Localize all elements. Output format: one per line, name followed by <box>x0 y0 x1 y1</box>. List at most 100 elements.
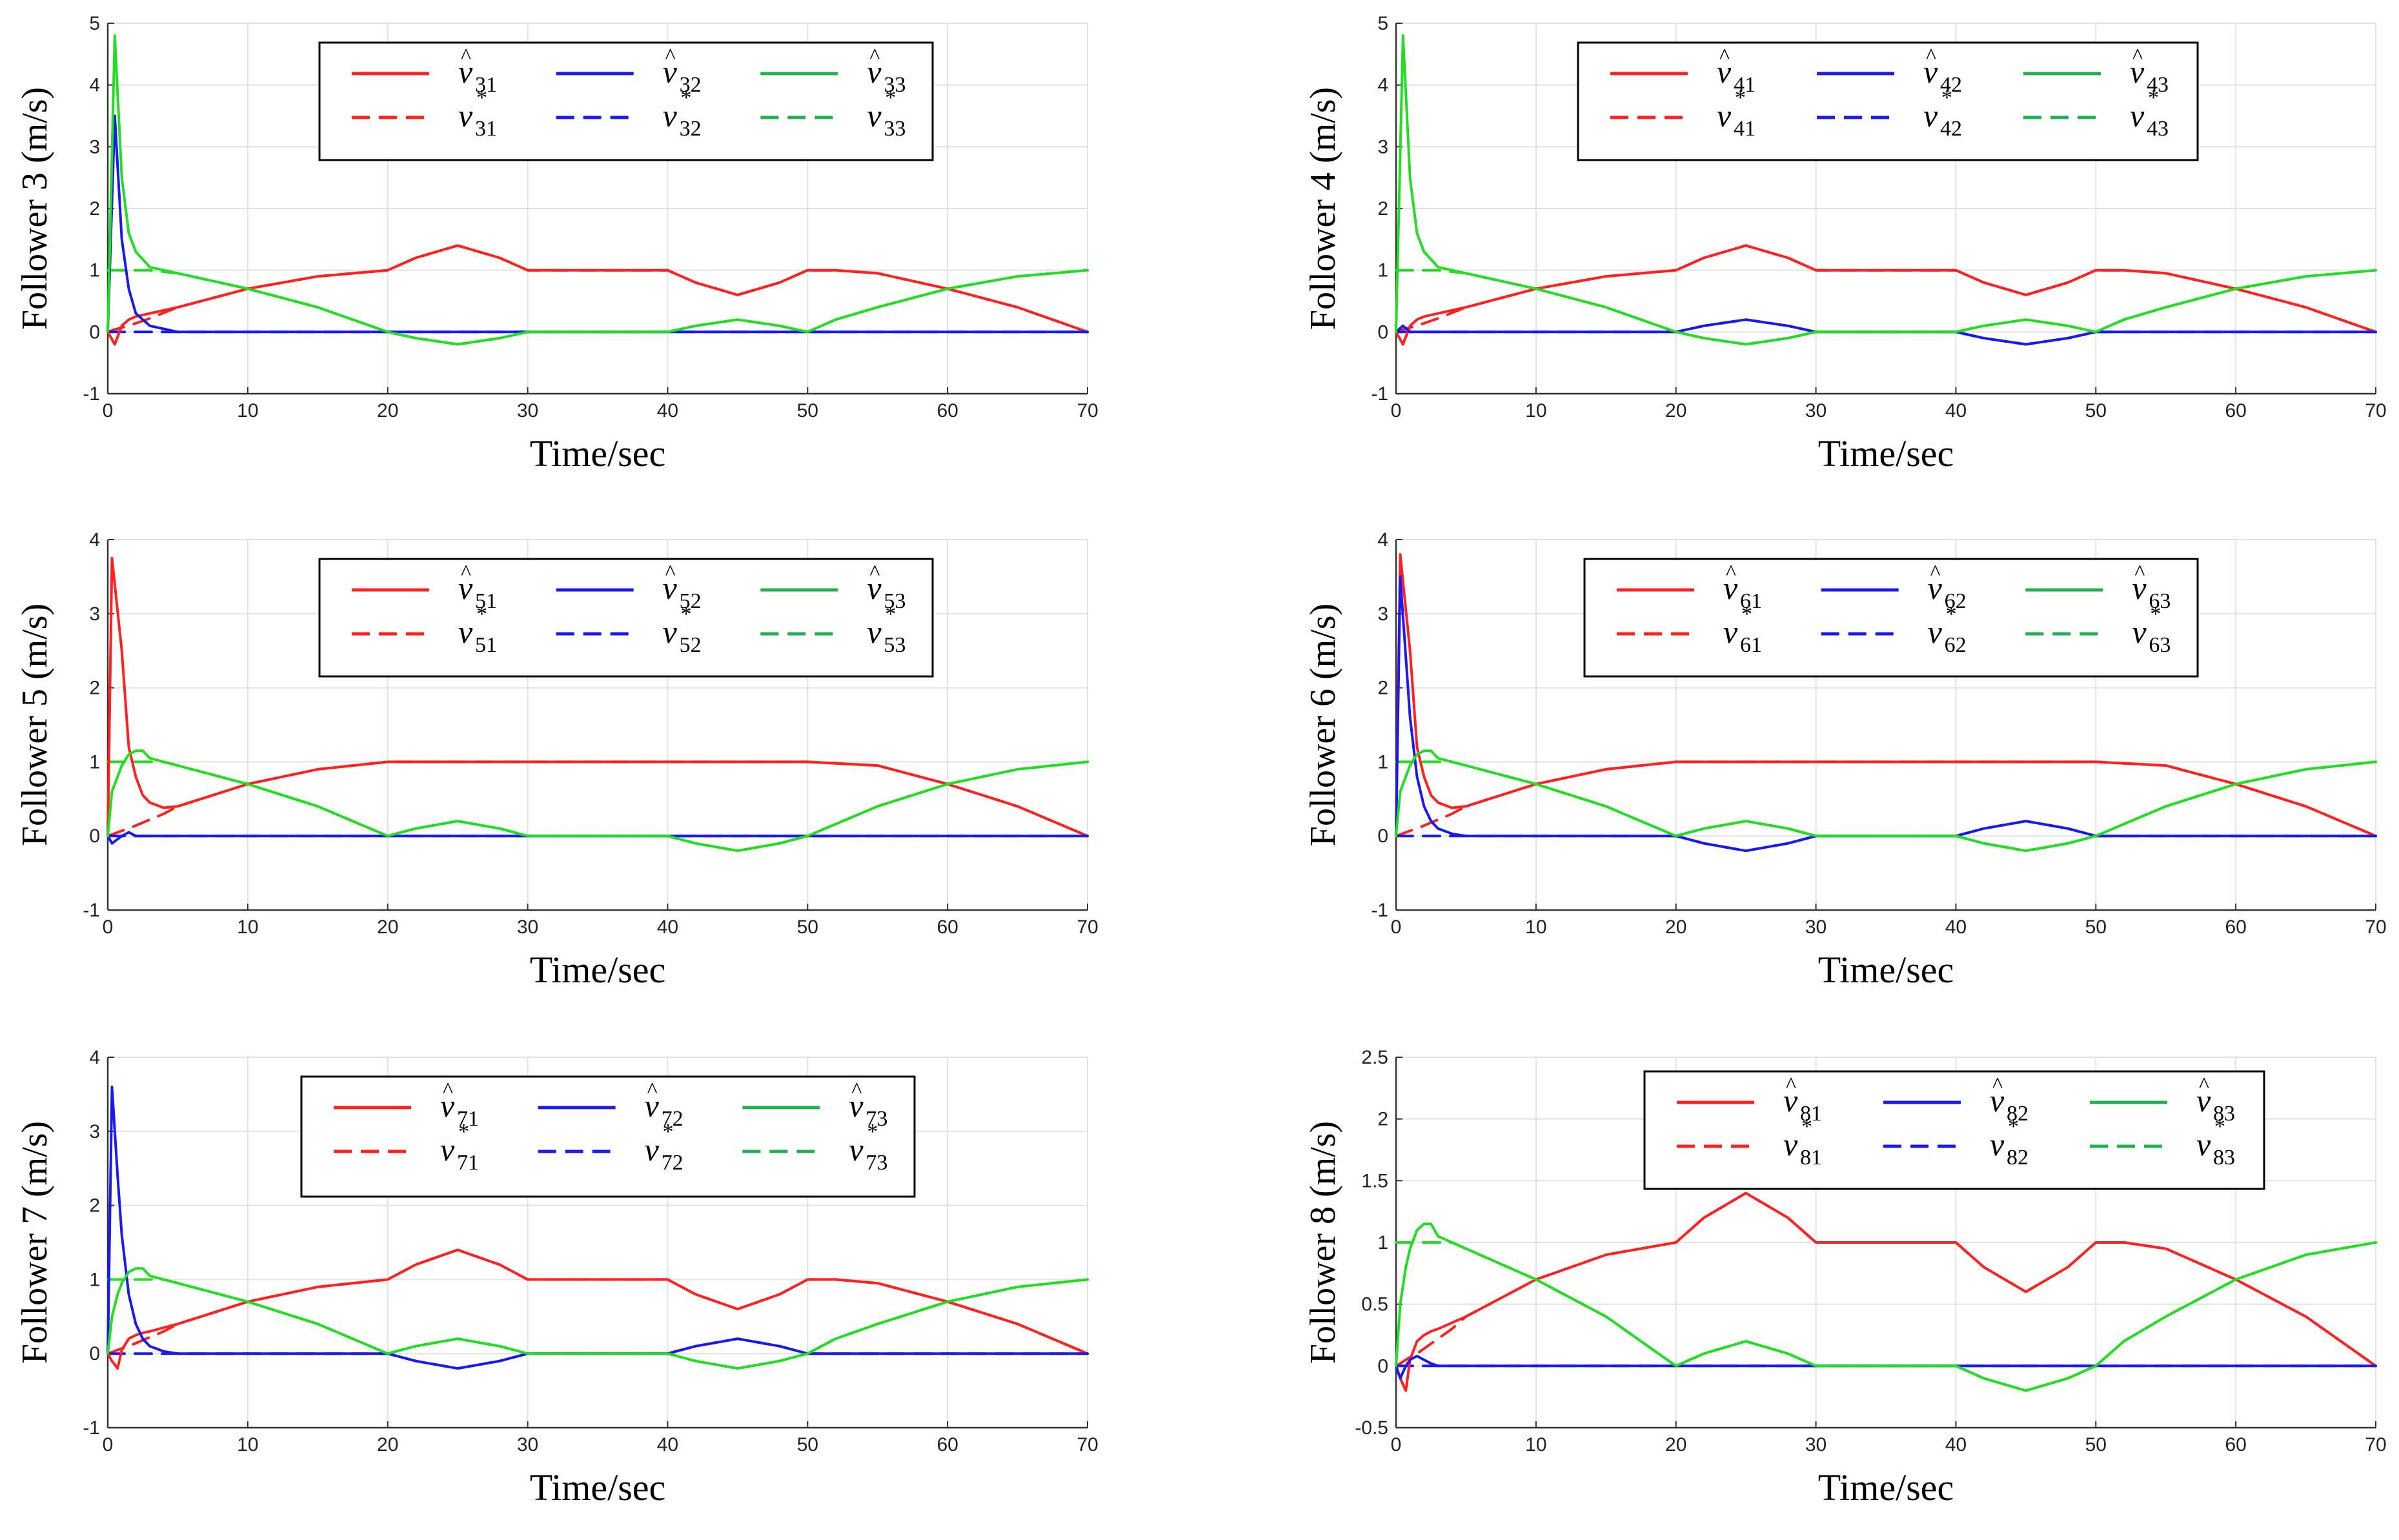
y-tick-label: 2.5 <box>1361 1047 1388 1068</box>
legend-label-hat-73: v <box>849 1088 864 1124</box>
legend-label-star-41: v <box>1717 97 1732 134</box>
legend-label-star-31: v <box>458 97 473 134</box>
x-tick-label: 60 <box>2225 1434 2246 1455</box>
legend-subscript: 73 <box>865 1107 887 1131</box>
y-tick-label: 4 <box>89 1047 100 1068</box>
x-tick-label: 20 <box>1665 400 1686 421</box>
series-line-hat-82 <box>1395 1355 2377 1380</box>
x-tick-label: 10 <box>1525 400 1546 421</box>
legend-star-mark: * <box>663 1120 674 1144</box>
x-tick-label: 70 <box>1077 400 1098 421</box>
legend-star-mark: * <box>681 86 692 110</box>
legend-hat-mark: ^ <box>869 561 880 585</box>
legend-hat-mark: ^ <box>461 45 471 68</box>
y-axis-title: Follower 4 (m/s) <box>1303 87 1343 330</box>
legend-hat-mark: ^ <box>461 561 471 585</box>
y-tick-label: 0 <box>89 1343 100 1364</box>
legend-star-mark: * <box>2150 602 2161 626</box>
x-tick-label: 50 <box>2085 1434 2107 1455</box>
legend-subscript: 61 <box>1740 589 1762 613</box>
legend-label-star-71: v <box>440 1131 455 1168</box>
x-tick-label: 50 <box>2085 917 2107 938</box>
legend-label-hat-33: v <box>867 54 882 90</box>
legend-label-star-72: v <box>645 1131 660 1168</box>
x-tick-label: 70 <box>2365 1434 2386 1455</box>
x-tick-label: 10 <box>237 917 258 938</box>
series-line-hat-83 <box>1395 1222 2377 1392</box>
x-tick-label: 40 <box>657 917 678 938</box>
legend-label-star-53: v <box>867 614 882 650</box>
series-line-hat-63 <box>1395 749 2377 853</box>
x-tick-label: 0 <box>103 1434 114 1455</box>
legend-subscript: 43 <box>2147 73 2169 97</box>
legend-label-star-52: v <box>663 614 678 650</box>
y-tick-label: 2 <box>1377 678 1388 699</box>
legend-subscript: 33 <box>884 73 906 97</box>
x-axis-title: Time/sec <box>530 949 666 991</box>
x-tick-label: 30 <box>1805 1434 1827 1455</box>
legend-label-star-51: v <box>458 614 473 650</box>
legend-subscript: 53 <box>884 633 906 657</box>
y-tick-label: 2 <box>89 678 100 699</box>
series-line-hat-71 <box>106 1248 1089 1370</box>
x-tick-label: 10 <box>237 1434 258 1455</box>
y-tick-label: 4 <box>89 529 100 551</box>
legend-hat-mark: ^ <box>647 1079 658 1102</box>
x-axis-title: Time/sec <box>1818 1466 1954 1508</box>
x-tick-label: 60 <box>936 917 958 938</box>
legend-subscript: 63 <box>2149 633 2171 657</box>
legend: v^41 v^42 v^43v *41 v *42 v *43 <box>1577 41 2199 161</box>
legend: v^81 v^82 v^83v *81 v *82 v *83 <box>1643 1070 2265 1190</box>
x-axis-title: Time/sec <box>1818 949 1954 991</box>
legend-star-mark: * <box>476 602 487 626</box>
y-tick-label: 4 <box>1377 529 1388 551</box>
x-tick-label: 20 <box>377 1434 398 1455</box>
legend-star-mark: * <box>458 1120 469 1144</box>
legend-subscript: 51 <box>475 589 497 613</box>
x-axis-title: Time/sec <box>1818 432 1954 474</box>
legend-hat-mark: ^ <box>665 561 676 585</box>
series-line-hat-72 <box>106 1085 1089 1370</box>
legend-subscript: 53 <box>884 589 906 613</box>
legend-subscript: 32 <box>680 117 702 141</box>
legend-subscript: 81 <box>1800 1102 1822 1126</box>
legend-label-star-82: v <box>1990 1126 2005 1162</box>
y-axis-title: Follower 7 (m/s) <box>15 1121 55 1364</box>
y-tick-label: 3 <box>89 603 100 625</box>
y-tick-label: 4 <box>1377 75 1388 96</box>
y-axis-title: Follower 3 (m/s) <box>15 87 55 330</box>
legend-hat-mark: ^ <box>869 45 880 68</box>
series-line-hat-53 <box>106 749 1089 853</box>
series-line-hat-33 <box>106 34 1089 346</box>
y-tick-label: 0 <box>89 321 100 343</box>
legend-subscript: 31 <box>475 73 497 97</box>
x-tick-label: 60 <box>936 1434 958 1455</box>
x-tick-label: 30 <box>517 917 538 938</box>
y-tick-label: 2 <box>89 1195 100 1217</box>
y-tick-label: 0 <box>89 826 100 847</box>
series-line-hat-31 <box>106 244 1089 346</box>
legend-subscript: 83 <box>2213 1102 2235 1126</box>
legend-box <box>318 41 934 161</box>
legend-subscript: 41 <box>1734 117 1756 141</box>
x-tick-label: 0 <box>1391 400 1402 421</box>
x-tick-label: 30 <box>517 400 538 421</box>
x-tick-label: 0 <box>1391 1434 1402 1455</box>
legend-hat-mark: ^ <box>2132 45 2143 68</box>
legend: v^71 v^72 v^73v *71 v *72 v *73 <box>300 1075 916 1198</box>
y-tick-label: 3 <box>89 136 100 157</box>
x-tick-label: 30 <box>1805 400 1827 421</box>
legend-star-mark: * <box>476 86 487 110</box>
series-line-hat-73 <box>106 1267 1089 1370</box>
x-tick-label: 40 <box>657 1434 678 1455</box>
legend-hat-mark: ^ <box>2199 1073 2209 1097</box>
legend-star-mark: * <box>885 602 896 626</box>
legend-label-hat-42: v <box>1923 54 1938 90</box>
legend-label-star-32: v <box>663 97 678 134</box>
legend-label-hat-61: v <box>1723 570 1738 606</box>
y-tick-label: 3 <box>89 1121 100 1142</box>
legend-subscript: 52 <box>680 589 702 613</box>
legend-subscript: 51 <box>475 633 497 657</box>
x-tick-label: 70 <box>1077 1434 1098 1455</box>
